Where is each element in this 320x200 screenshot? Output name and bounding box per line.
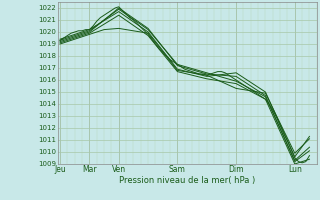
X-axis label: Pression niveau de la mer( hPa ): Pression niveau de la mer( hPa ): [119, 176, 255, 185]
